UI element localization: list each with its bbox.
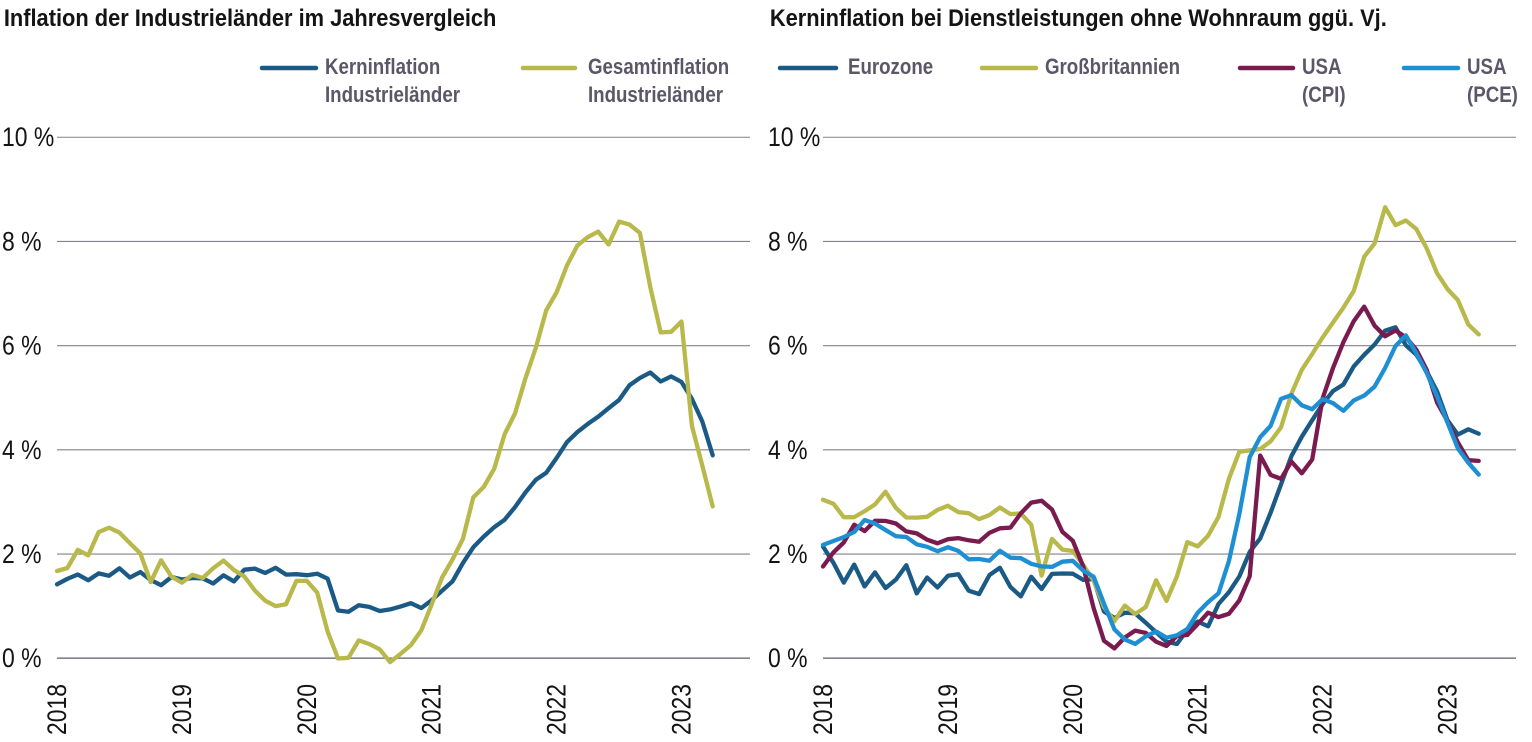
svg-text:Industrieländer: Industrieländer	[325, 84, 460, 108]
svg-text:8 %: 8 %	[768, 227, 808, 257]
svg-text:2018: 2018	[42, 684, 72, 735]
svg-text:Industrieländer: Industrieländer	[588, 84, 723, 108]
svg-text:(PCE): (PCE)	[1467, 84, 1518, 108]
svg-text:2021: 2021	[417, 684, 447, 735]
svg-text:2019: 2019	[933, 684, 963, 735]
svg-text:2023: 2023	[667, 684, 697, 735]
svg-text:10 %: 10 %	[2, 123, 54, 153]
svg-text:4 %: 4 %	[768, 435, 808, 465]
svg-text:0 %: 0 %	[2, 644, 42, 674]
svg-text:2018: 2018	[808, 684, 838, 735]
svg-text:2020: 2020	[1058, 684, 1088, 735]
svg-text:Inflation der Industrieländer: Inflation der Industrieländer im Jahresv…	[4, 4, 497, 31]
svg-text:Gesamtinflation: Gesamtinflation	[588, 56, 729, 80]
svg-text:Eurozone: Eurozone	[848, 56, 933, 80]
svg-text:2019: 2019	[167, 684, 197, 735]
svg-text:Kerninflation: Kerninflation	[325, 56, 440, 80]
svg-text:8 %: 8 %	[2, 227, 42, 257]
svg-text:2021: 2021	[1183, 684, 1213, 735]
svg-text:USA: USA	[1302, 56, 1342, 80]
svg-text:0 %: 0 %	[768, 644, 808, 674]
svg-text:4 %: 4 %	[2, 435, 42, 465]
svg-text:6 %: 6 %	[768, 331, 808, 361]
svg-text:2020: 2020	[292, 684, 322, 735]
svg-text:10 %: 10 %	[768, 123, 820, 153]
svg-text:2 %: 2 %	[768, 539, 808, 569]
svg-text:(CPI): (CPI)	[1302, 84, 1346, 108]
svg-text:6 %: 6 %	[2, 331, 42, 361]
svg-text:Kerninflation bei Dienstleistu: Kerninflation bei Dienstleistungen ohne …	[770, 4, 1387, 31]
svg-text:USA: USA	[1467, 56, 1507, 80]
svg-text:2 %: 2 %	[2, 539, 42, 569]
svg-text:2022: 2022	[542, 684, 572, 735]
svg-text:2023: 2023	[1433, 684, 1463, 735]
svg-text:2022: 2022	[1308, 684, 1338, 735]
svg-text:Großbritannien: Großbritannien	[1045, 56, 1180, 80]
